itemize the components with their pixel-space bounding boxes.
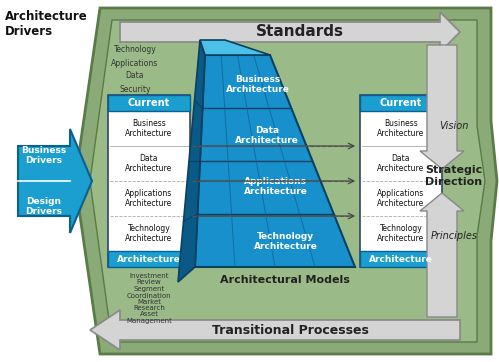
Polygon shape xyxy=(200,40,270,55)
FancyBboxPatch shape xyxy=(108,251,190,267)
FancyBboxPatch shape xyxy=(108,95,190,111)
Text: Business
Architecture: Business Architecture xyxy=(226,75,290,94)
Text: Segment
Coordination: Segment Coordination xyxy=(127,286,171,299)
Text: Current: Current xyxy=(128,98,170,108)
Text: Data
Architecture: Data Architecture xyxy=(235,126,299,145)
Text: Architectural Models: Architectural Models xyxy=(220,275,350,285)
Text: Current: Current xyxy=(380,98,422,108)
Text: Technology
Architecture: Technology Architecture xyxy=(125,224,173,243)
FancyBboxPatch shape xyxy=(360,95,442,111)
Text: Transitional Processes: Transitional Processes xyxy=(212,324,368,337)
Polygon shape xyxy=(90,310,460,350)
Text: Asset
Management: Asset Management xyxy=(126,311,172,324)
Text: Architecture: Architecture xyxy=(117,254,181,264)
FancyBboxPatch shape xyxy=(360,95,442,267)
Text: Applications
Architecture: Applications Architecture xyxy=(244,177,308,196)
Text: Security: Security xyxy=(119,84,151,93)
Polygon shape xyxy=(420,45,464,169)
Text: Business
Drivers: Business Drivers xyxy=(21,146,67,165)
Text: Business
Architecture: Business Architecture xyxy=(377,119,425,138)
Polygon shape xyxy=(195,55,355,267)
Text: Data: Data xyxy=(126,72,144,80)
Text: Architecture
Drivers: Architecture Drivers xyxy=(5,10,88,38)
FancyBboxPatch shape xyxy=(360,251,442,267)
Text: Business
Architecture: Business Architecture xyxy=(125,119,173,138)
Text: Data
Architecture: Data Architecture xyxy=(377,154,425,173)
Polygon shape xyxy=(178,40,205,282)
Polygon shape xyxy=(120,12,460,52)
Text: Technology
Architecture: Technology Architecture xyxy=(253,232,317,251)
Text: Applications
Architecture: Applications Architecture xyxy=(125,189,173,208)
Text: Applications: Applications xyxy=(111,59,159,67)
Text: Strategic
Direction: Strategic Direction xyxy=(425,165,483,187)
Polygon shape xyxy=(75,8,497,354)
Polygon shape xyxy=(90,20,485,342)
Text: Technology
Architecture: Technology Architecture xyxy=(377,224,425,243)
Polygon shape xyxy=(18,129,92,233)
Text: Standards: Standards xyxy=(256,25,344,39)
Text: Investment
Review: Investment Review xyxy=(129,273,169,286)
Text: Design
Drivers: Design Drivers xyxy=(25,197,62,216)
Text: Architecture: Architecture xyxy=(369,254,433,264)
Text: Principles: Principles xyxy=(431,231,478,241)
Text: Data
Architecture: Data Architecture xyxy=(125,154,173,173)
Text: Vision: Vision xyxy=(439,121,469,131)
Polygon shape xyxy=(420,193,464,317)
FancyBboxPatch shape xyxy=(108,95,190,267)
Text: Market
Research: Market Research xyxy=(133,299,165,311)
Text: Applications
Architecture: Applications Architecture xyxy=(377,189,425,208)
Text: Technology: Technology xyxy=(114,46,156,55)
